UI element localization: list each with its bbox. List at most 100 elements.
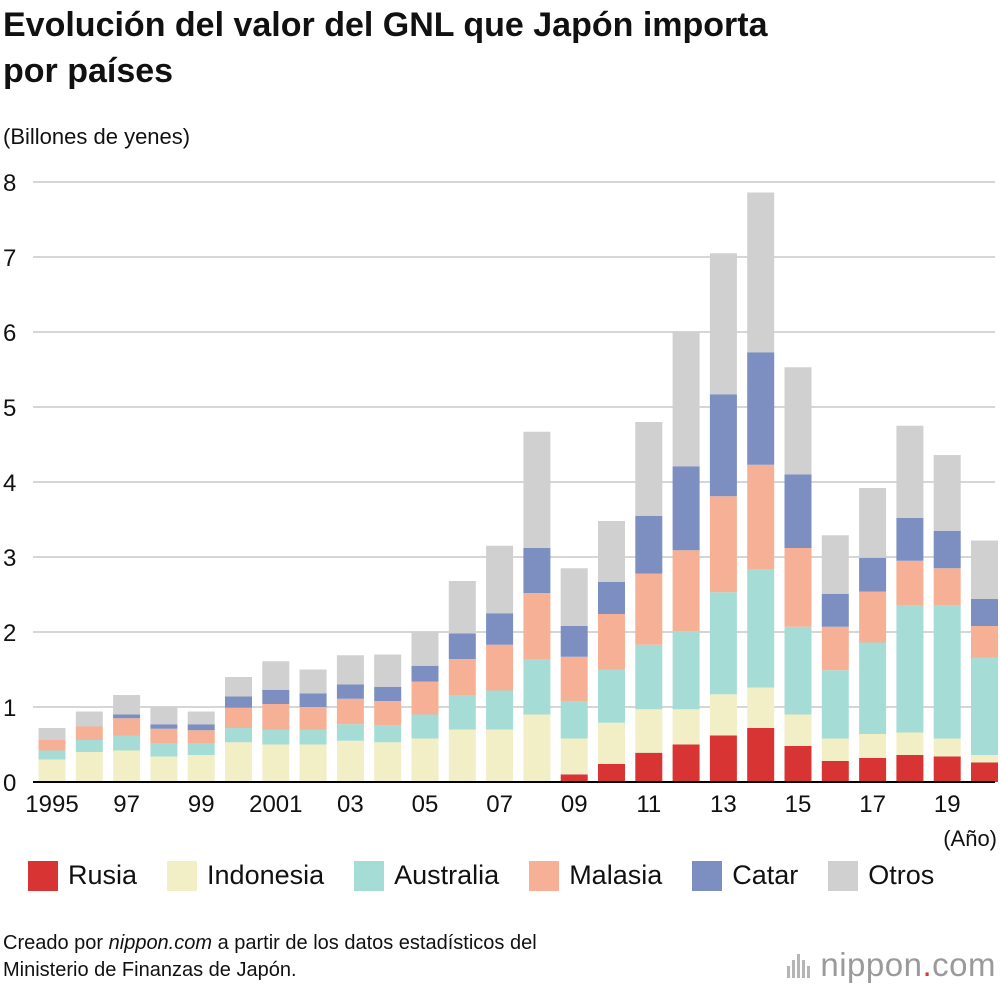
- legend-item-malasia: Malasia: [529, 860, 662, 891]
- bar-2014-indonesia: [747, 687, 775, 728]
- bar-2009-australia: [560, 701, 588, 739]
- x-tick-label-1995: 1995: [25, 791, 78, 818]
- bar-2013-malasia: [709, 496, 737, 593]
- y-tick-label-7: 7: [3, 245, 16, 272]
- bar-2006-otros: [448, 581, 476, 634]
- logo-text-dot: .: [922, 946, 933, 983]
- bar-2020-malasia: [971, 626, 998, 658]
- bar-2007-australia: [486, 690, 514, 730]
- bar-2010-malasia: [598, 614, 625, 670]
- bar-2016-malasia: [821, 626, 849, 671]
- bar-2002-indonesia: [299, 744, 327, 782]
- title-line-2: por países: [3, 52, 174, 90]
- bar-2002-catar: [299, 693, 327, 707]
- bar-2005-australia: [411, 714, 439, 739]
- bar-2012-australia: [672, 631, 700, 710]
- bar-1997-catar: [113, 714, 141, 719]
- bar-2013-otros: [709, 253, 737, 395]
- bar-2005-catar: [411, 665, 439, 682]
- bar-2011-rusia: [635, 752, 663, 782]
- legend-label-australia: Australia: [394, 860, 500, 890]
- bar-2015-rusia: [784, 746, 812, 782]
- bar-2012-otros: [672, 331, 700, 467]
- bar-2000-otros: [225, 677, 252, 697]
- legend-label-otros: Otros: [868, 860, 935, 890]
- bar-2020-australia: [971, 657, 998, 755]
- bar-2011-malasia: [635, 573, 663, 645]
- bar-2020-catar: [971, 599, 998, 626]
- bar-2018-rusia: [896, 755, 924, 782]
- bar-2011-australia: [635, 644, 663, 710]
- bar-1999-otros: [187, 711, 215, 725]
- legend: Rusia Indonesia Australia Malasia Catar Otros: [28, 860, 964, 891]
- bar-2005-malasia: [411, 681, 439, 715]
- x-tick-label-1999: 99: [188, 791, 215, 818]
- bar-2007-malasia: [486, 644, 514, 691]
- bar-2011-catar: [635, 515, 663, 574]
- y-axis-unit-label: (Billones de yenes): [3, 124, 191, 149]
- bar-2001-otros: [262, 661, 290, 690]
- x-axis-unit-label: (Año): [943, 826, 997, 851]
- bar-1999-australia: [187, 743, 215, 755]
- bar-2013-indonesia: [709, 694, 737, 736]
- bar-2010-rusia: [598, 764, 625, 782]
- source-site: nippon.com: [108, 932, 213, 954]
- bar-2005-indonesia: [411, 738, 439, 782]
- bar-2007-catar: [486, 613, 514, 645]
- bar-2010-otros: [598, 521, 625, 582]
- bar-2005-otros: [411, 631, 439, 666]
- bar-2006-australia: [448, 695, 476, 730]
- bar-1998-otros: [150, 707, 178, 725]
- bar-2016-catar: [821, 593, 849, 627]
- bar-2012-malasia: [672, 550, 700, 632]
- source-prefix: Creado por: [3, 932, 109, 954]
- legend-swatch-malasia: [529, 860, 560, 891]
- bar-2012-rusia: [672, 744, 700, 782]
- legend-item-australia: Australia: [354, 860, 499, 891]
- x-tick-label-2007: 07: [486, 791, 513, 818]
- bar-2020-rusia: [971, 762, 998, 782]
- y-tick-label-6: 6: [3, 320, 16, 347]
- bar-2004-indonesia: [374, 742, 402, 782]
- bar-2007-otros: [486, 545, 514, 614]
- bar-1996-australia: [75, 740, 103, 752]
- bar-2014-australia: [747, 569, 775, 688]
- bar-2020-otros: [971, 540, 998, 599]
- logo-text-tld: com: [932, 946, 996, 983]
- bar-2015-indonesia: [784, 714, 812, 746]
- bar-2003-australia: [336, 724, 364, 741]
- bar-2009-catar: [560, 626, 588, 657]
- bar-2002-malasia: [299, 707, 327, 730]
- bar-2000-australia: [225, 728, 252, 743]
- bar-1995-otros: [38, 728, 66, 740]
- bar-2003-indonesia: [336, 740, 364, 782]
- bar-2008-malasia: [523, 593, 551, 660]
- bar-1997-otros: [113, 695, 141, 715]
- bar-2010-australia: [598, 669, 625, 723]
- bar-1998-catar: [150, 724, 178, 729]
- bar-2008-otros: [523, 431, 551, 548]
- bar-2011-indonesia: [635, 709, 663, 753]
- legend-item-rusia: Rusia: [28, 860, 137, 891]
- bar-1995-malasia: [38, 740, 66, 751]
- y-tick-label-8: 8: [3, 170, 16, 197]
- bar-1995-australia: [38, 750, 66, 760]
- bar-1998-malasia: [150, 728, 178, 744]
- bar-2004-malasia: [374, 701, 402, 726]
- bar-2002-otros: [299, 669, 327, 694]
- bar-2017-catar: [859, 557, 887, 592]
- bar-2006-malasia: [448, 659, 476, 695]
- x-tick-label-2015: 15: [785, 791, 812, 818]
- bar-2001-malasia: [262, 704, 290, 730]
- bar-2009-malasia: [560, 656, 588, 701]
- bar-1999-catar: [187, 724, 215, 731]
- y-tick-label-4: 4: [3, 470, 16, 497]
- x-tick-label-2009: 09: [561, 791, 588, 818]
- bar-2018-catar: [896, 518, 924, 561]
- bar-2013-catar: [709, 394, 737, 497]
- y-tick-label-0: 0: [3, 770, 16, 797]
- y-tick-label-1: 1: [3, 695, 16, 722]
- bar-2008-catar: [523, 548, 551, 593]
- bar-2017-rusia: [859, 758, 887, 782]
- x-tick-label-2003: 03: [337, 791, 364, 818]
